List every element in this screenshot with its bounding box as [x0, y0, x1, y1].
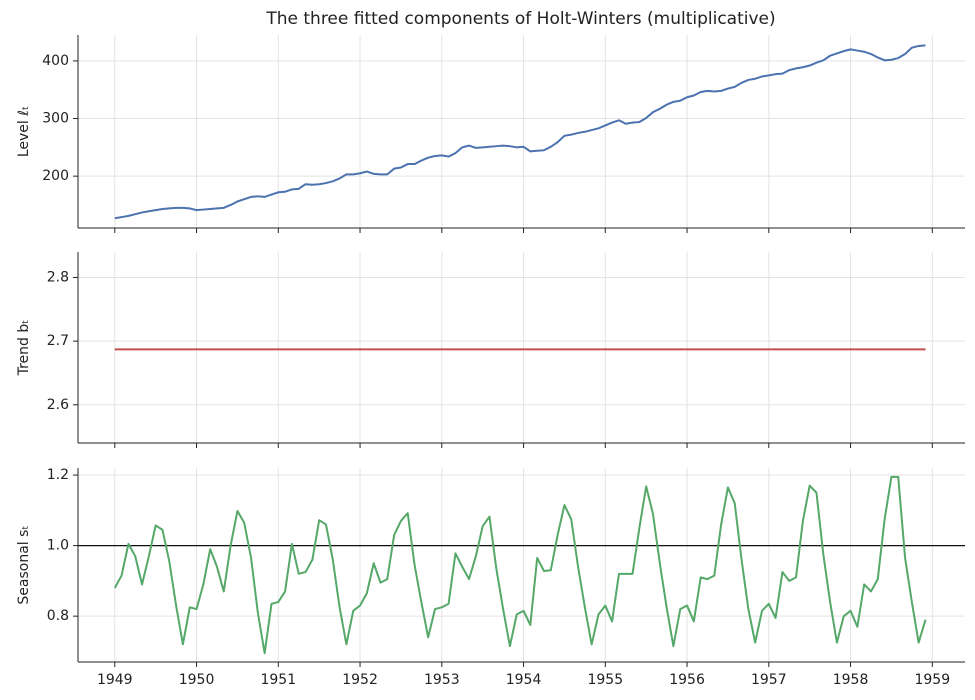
- x-tick-label: 1959: [914, 672, 950, 688]
- x-tick-label: 1952: [342, 672, 378, 688]
- y-tick-label: 1.2: [47, 467, 69, 483]
- x-tick-label: 1954: [506, 672, 542, 688]
- x-tick-label: 1953: [424, 672, 460, 688]
- y-tick-label: 2.8: [47, 269, 69, 285]
- x-tick-label: 1957: [751, 672, 787, 688]
- y-tick-label: 300: [42, 111, 69, 127]
- x-tick-label: 1955: [587, 672, 623, 688]
- y-axis-label: Level ℓₜ: [16, 106, 32, 157]
- y-tick-label: 2.7: [47, 333, 69, 349]
- y-tick-label: 200: [42, 168, 69, 184]
- y-tick-label: 1.0: [47, 538, 69, 554]
- x-tick-label: 1956: [669, 672, 705, 688]
- y-axis-label: Trend bₜ: [16, 320, 32, 377]
- chart-title: The three fitted components of Holt-Wint…: [265, 9, 775, 29]
- x-tick-label: 1950: [179, 672, 215, 688]
- y-tick-label: 2.6: [47, 397, 69, 413]
- x-tick-label: 1949: [97, 672, 133, 688]
- y-tick-label: 0.8: [47, 608, 69, 624]
- line-series: [114, 44, 926, 220]
- line-series: [113, 475, 927, 655]
- x-tick-label: 1951: [260, 672, 296, 688]
- x-tick-label: 1958: [833, 672, 869, 688]
- y-tick-label: 400: [42, 53, 69, 69]
- y-axis-label: Seasonal sₜ: [16, 525, 32, 604]
